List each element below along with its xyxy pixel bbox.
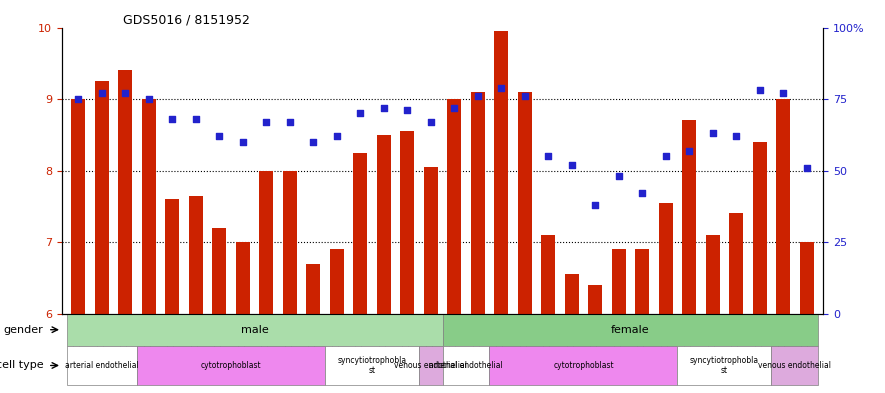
Point	[72, 96, 86, 102]
Point	[658, 153, 673, 160]
Text: cytotrophoblast: cytotrophoblast	[201, 361, 261, 370]
Point	[400, 107, 414, 114]
Point	[565, 162, 579, 168]
Bar	[729, 213, 743, 314]
Point	[705, 130, 720, 136]
Point	[589, 202, 603, 208]
Bar	[494, 31, 508, 314]
Text: venous endothelial: venous endothelial	[758, 361, 831, 370]
Point	[189, 116, 203, 122]
Point	[353, 110, 367, 116]
Bar	[377, 135, 391, 314]
Point	[799, 165, 813, 171]
Point	[541, 153, 555, 160]
Point	[235, 139, 250, 145]
Text: cytotrophoblast: cytotrophoblast	[553, 361, 614, 370]
Bar	[95, 81, 109, 314]
Point	[752, 87, 766, 94]
Bar	[259, 171, 273, 314]
FancyBboxPatch shape	[677, 346, 772, 385]
Bar	[518, 92, 532, 314]
Bar	[635, 249, 650, 314]
Bar	[235, 242, 250, 314]
Bar	[752, 142, 766, 314]
Text: GDS5016 / 8151952: GDS5016 / 8151952	[123, 13, 250, 26]
Bar	[119, 70, 133, 314]
FancyBboxPatch shape	[66, 346, 137, 385]
Text: venous endothelial: venous endothelial	[394, 361, 467, 370]
Bar	[565, 274, 579, 314]
FancyBboxPatch shape	[419, 346, 442, 385]
Bar	[212, 228, 227, 314]
Point	[306, 139, 320, 145]
Text: arterial endothelial: arterial endothelial	[429, 361, 503, 370]
Point	[729, 133, 743, 140]
Text: arterial endothelial: arterial endothelial	[65, 361, 139, 370]
Point	[612, 173, 626, 180]
FancyBboxPatch shape	[442, 346, 489, 385]
Bar	[142, 99, 156, 314]
Bar	[589, 285, 602, 314]
Point	[119, 90, 133, 96]
Text: male: male	[241, 325, 268, 335]
Bar	[776, 99, 790, 314]
Point	[682, 147, 696, 154]
FancyBboxPatch shape	[325, 346, 419, 385]
Point	[95, 90, 109, 96]
Point	[518, 93, 532, 99]
Bar	[330, 249, 344, 314]
Bar	[72, 99, 86, 314]
Point	[471, 93, 485, 99]
Bar	[541, 235, 555, 314]
Text: syncytiotrophobla
st: syncytiotrophobla st	[689, 356, 759, 375]
Text: syncytiotrophobla
st: syncytiotrophobla st	[337, 356, 406, 375]
Bar	[447, 99, 461, 314]
Text: female: female	[612, 325, 650, 335]
Bar	[400, 131, 414, 314]
FancyBboxPatch shape	[137, 346, 325, 385]
Bar	[306, 264, 320, 314]
Point	[776, 90, 790, 96]
Bar	[424, 167, 438, 314]
Point	[142, 96, 156, 102]
Bar	[799, 242, 813, 314]
Bar	[189, 196, 203, 314]
Bar	[682, 121, 696, 314]
Point	[447, 105, 461, 111]
Bar	[471, 92, 485, 314]
FancyBboxPatch shape	[772, 346, 819, 385]
Text: cell type: cell type	[0, 360, 43, 371]
Bar	[353, 152, 367, 314]
Bar	[705, 235, 720, 314]
FancyBboxPatch shape	[489, 346, 677, 385]
FancyBboxPatch shape	[442, 314, 819, 346]
Point	[377, 105, 391, 111]
Point	[259, 119, 273, 125]
Point	[212, 133, 227, 140]
Point	[494, 84, 508, 91]
Point	[282, 119, 296, 125]
Point	[165, 116, 180, 122]
Point	[330, 133, 344, 140]
Bar	[283, 171, 296, 314]
Bar	[658, 203, 673, 314]
Text: gender: gender	[4, 325, 43, 335]
Bar	[612, 249, 626, 314]
FancyBboxPatch shape	[66, 314, 442, 346]
Bar	[165, 199, 180, 314]
Point	[635, 190, 650, 196]
Point	[424, 119, 438, 125]
